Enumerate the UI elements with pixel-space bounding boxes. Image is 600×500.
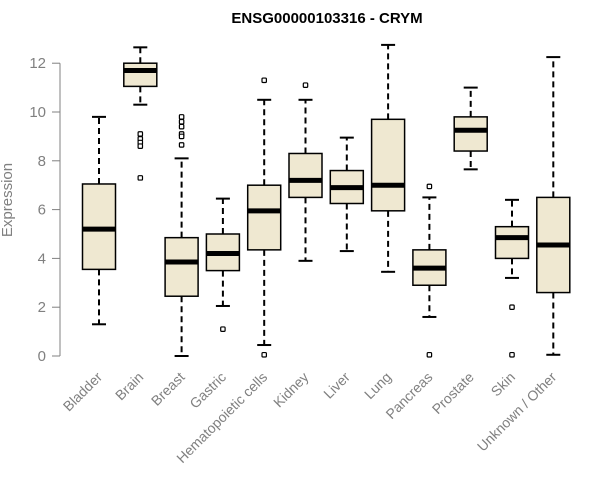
outlier-point (261, 351, 268, 358)
outlier-point (178, 142, 185, 148)
outlier-point (137, 131, 144, 137)
iqr-box (123, 62, 158, 88)
x-tick-label: Skin (488, 369, 519, 400)
outlier-point (137, 175, 144, 181)
x-tick-label: Kidney (270, 369, 312, 411)
box-breast (164, 114, 199, 357)
outlier-point (261, 77, 268, 84)
y-tick-label: 10 (29, 104, 46, 121)
outlier-point (178, 118, 185, 125)
outlier-point (302, 82, 309, 88)
boxes-group (81, 43, 571, 358)
box-skin (494, 198, 530, 358)
outlier-point (426, 351, 433, 358)
y-tick-label: 2 (38, 299, 46, 316)
box-prostate (453, 86, 488, 171)
box-kidney (288, 82, 323, 262)
box-lung (370, 43, 406, 273)
box-brain (123, 46, 158, 181)
outlier-point (178, 133, 185, 140)
x-tick-label: Liver (320, 369, 353, 402)
outlier-point (178, 114, 185, 120)
y-tick-label: 0 (38, 348, 46, 365)
x-tick-label: Lung (361, 369, 394, 402)
chart-title: ENSG00000103316 - CRYM (231, 10, 422, 27)
y-tick-label: 6 (38, 202, 46, 219)
x-tick-label: Bladder (60, 369, 106, 415)
box-hematopoietic-cells (246, 77, 282, 358)
y-tick-label: 4 (38, 250, 46, 267)
y-axis: 0 2 4 6 8 10 12 (29, 55, 61, 365)
outlier-point (220, 326, 226, 332)
iqr-box (370, 118, 406, 212)
outlier-point (426, 183, 433, 190)
box-bladder (81, 115, 117, 326)
iqr-box (494, 225, 530, 260)
iqr-box (246, 184, 282, 251)
outlier-point (509, 304, 515, 311)
y-axis-title: Expression (0, 163, 16, 237)
box-liver (329, 136, 365, 253)
x-tick-label: Breast (148, 369, 188, 409)
outlier-point (137, 143, 144, 149)
outlier-point (178, 123, 185, 130)
iqr-box (164, 236, 199, 297)
outlier-point (509, 351, 515, 358)
iqr-box (453, 116, 488, 152)
y-tick-label: 12 (29, 55, 46, 72)
y-tick-label: 8 (38, 153, 46, 170)
box-pancreas (412, 183, 447, 358)
x-tick-label: Brain (112, 369, 146, 403)
x-tick-label: Prostate (429, 369, 477, 417)
box-gastric (205, 197, 241, 332)
iqr-box (288, 152, 323, 199)
box-unknown-other (536, 56, 571, 356)
